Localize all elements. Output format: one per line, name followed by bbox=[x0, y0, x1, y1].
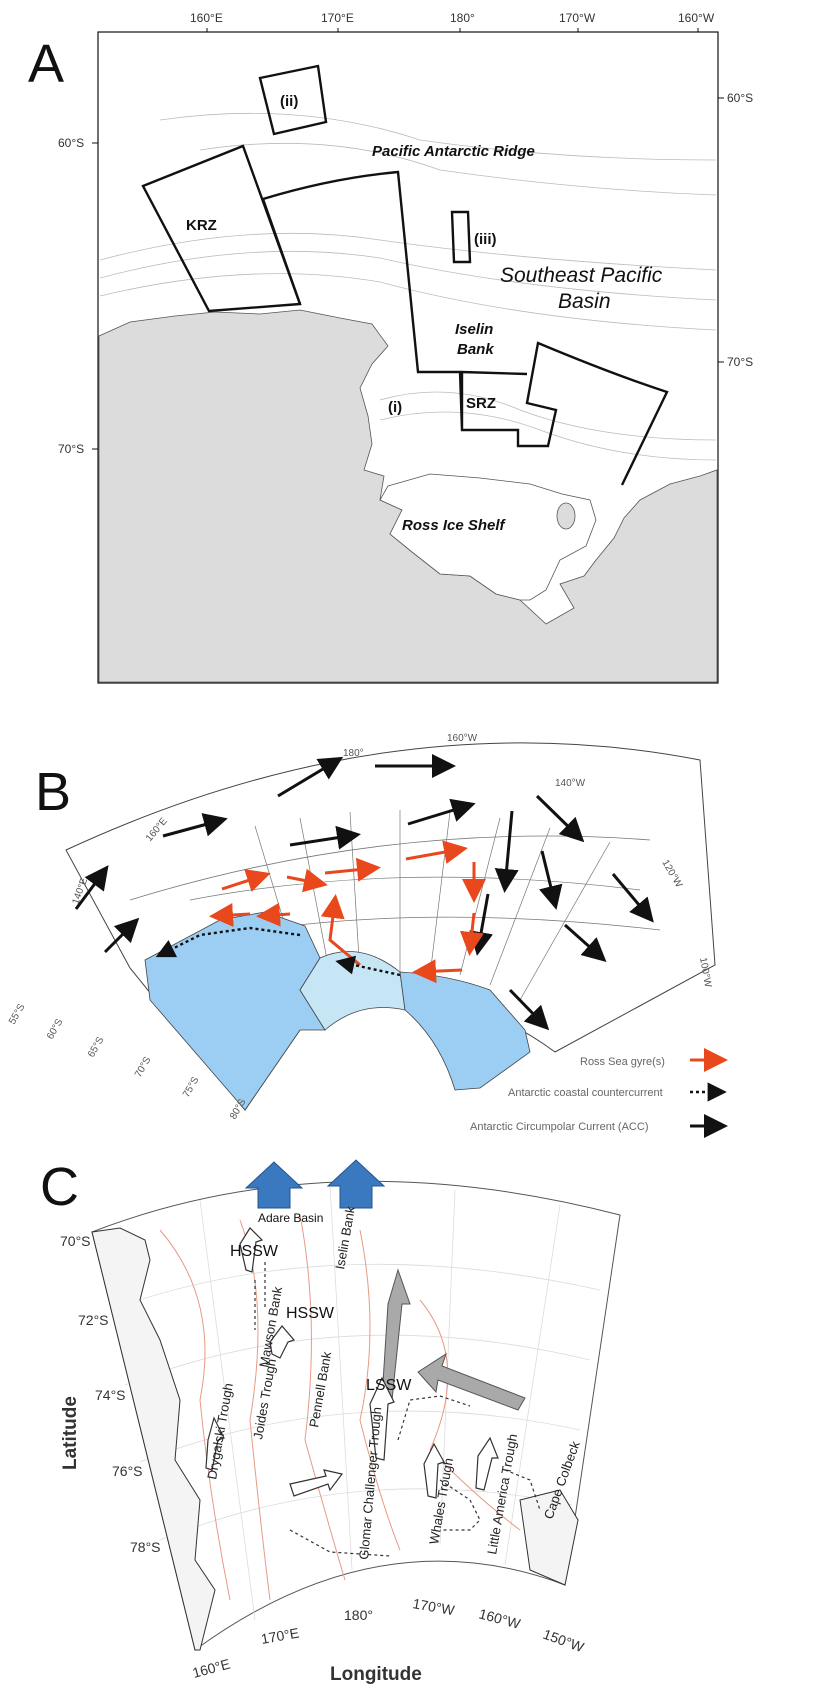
legend-acc-label: Antarctic Circumpolar Current (ACC) bbox=[470, 1121, 648, 1133]
label-hssw-1: HSSW bbox=[230, 1243, 279, 1260]
c-lon-170e: 170°E bbox=[260, 1625, 300, 1647]
lon-tick-180: 180° bbox=[450, 11, 475, 25]
c-hollow-arrows bbox=[205, 1227, 499, 1499]
bathymetry-contours bbox=[99, 112, 717, 461]
b-lon-140e: 140°E bbox=[70, 876, 90, 906]
c-coastline-east bbox=[519, 1489, 579, 1586]
lat-tick-right-60s: 60°S bbox=[727, 91, 753, 105]
c-lat-78s: 78°S bbox=[130, 1539, 161, 1555]
b-lat-55s: 55°S bbox=[7, 1002, 28, 1027]
c-dashed-paths bbox=[254, 1262, 541, 1557]
c-grid bbox=[109, 1184, 601, 1621]
label-pacific-antarctic-ridge: Pacific Antarctic Ridge bbox=[372, 143, 535, 160]
legend-coastal-label: Antarctic coastal countercurrent bbox=[508, 1087, 663, 1099]
panel-a-letter: A bbox=[28, 34, 64, 94]
main-zone-west-edge bbox=[261, 198, 302, 305]
panel-a: A bbox=[28, 11, 753, 684]
b-legend: Ross Sea gyre(s) Antarctic coastal count… bbox=[470, 1048, 728, 1138]
c-ylabel: Latitude bbox=[60, 1396, 81, 1470]
c-lat-74s: 74°S bbox=[95, 1387, 126, 1403]
roosevelt-island bbox=[556, 502, 576, 530]
c-inflow-arrows bbox=[244, 1159, 386, 1209]
ross-ice-shelf bbox=[379, 473, 597, 601]
panel-b: B bbox=[7, 733, 728, 1138]
label-region-iii: (iii) bbox=[474, 231, 497, 248]
c-lon-180: 180° bbox=[344, 1607, 373, 1623]
panel-b-letter: B bbox=[35, 762, 71, 822]
lon-tick-160e: 160°E bbox=[190, 11, 223, 25]
c-lon-160e: 160°E bbox=[191, 1656, 232, 1681]
b-ice-east bbox=[399, 971, 531, 1091]
b-lon-140w: 140°W bbox=[555, 778, 586, 789]
c-lon-160w: 160°W bbox=[477, 1605, 523, 1632]
label-lssw: LSSW bbox=[366, 1377, 412, 1394]
panel-c-letter: C bbox=[40, 1157, 79, 1217]
c-lat-72s: 72°S bbox=[78, 1312, 109, 1328]
region-ii-box bbox=[258, 64, 328, 136]
label-region-ii: (ii) bbox=[280, 93, 298, 110]
b-acc-arrows bbox=[74, 754, 654, 1031]
panel-c-frame bbox=[91, 1180, 621, 1651]
lat-tick-right-70s: 70°S bbox=[727, 355, 753, 369]
label-ross-ice-shelf: Ross Ice Shelf bbox=[402, 517, 507, 534]
label-southeast-pacific: Southeast Pacific bbox=[500, 264, 663, 287]
panel-b-frame bbox=[65, 742, 716, 1111]
label-krz: KRZ bbox=[186, 217, 217, 234]
c-lat-70s: 70°S bbox=[60, 1233, 91, 1249]
c-outflow-arrows bbox=[381, 1268, 526, 1411]
lat-tick-left-60s: 60°S bbox=[58, 136, 84, 150]
c-lat-76s: 76°S bbox=[112, 1463, 143, 1479]
b-lat-70s: 70°S bbox=[133, 1055, 154, 1080]
c-depth-contours bbox=[159, 1214, 521, 1601]
c-xlabel: Longitude bbox=[330, 1664, 422, 1685]
region-iii-box bbox=[450, 210, 472, 264]
lon-tick-160w: 160°W bbox=[678, 11, 715, 25]
b-gyre-arrows bbox=[209, 840, 486, 984]
panel-c: C bbox=[40, 1157, 621, 1685]
b-lat-65s: 65°S bbox=[86, 1035, 107, 1060]
b-lon-100w: 100°W bbox=[697, 957, 713, 989]
b-lon-160w: 160°W bbox=[447, 733, 478, 744]
c-lon-150w: 150°W bbox=[541, 1626, 587, 1656]
b-lat-75s: 75°S bbox=[181, 1075, 202, 1100]
label-region-i: (i) bbox=[388, 399, 402, 416]
lon-tick-170e: 170°E bbox=[321, 11, 354, 25]
label-adare-basin: Adare Basin bbox=[258, 1211, 323, 1225]
label-basin: Basin bbox=[558, 290, 611, 313]
c-lon-170w: 170°W bbox=[411, 1595, 456, 1618]
b-lat-60s: 60°S bbox=[45, 1017, 66, 1042]
b-coastal-arrows bbox=[155, 926, 401, 977]
label-hssw-2: HSSW bbox=[286, 1305, 335, 1322]
label-iselin: Iselin bbox=[455, 321, 493, 338]
legend-gyre-label: Ross Sea gyre(s) bbox=[580, 1056, 665, 1068]
lon-tick-170w: 170°W bbox=[559, 11, 596, 25]
c-coastline-west bbox=[91, 1227, 216, 1651]
main-zone-outline bbox=[262, 170, 669, 486]
b-lon-180: 180° bbox=[343, 748, 364, 759]
label-bank: Bank bbox=[457, 341, 494, 358]
label-srz: SRZ bbox=[466, 395, 496, 412]
lat-tick-left-70s: 70°S bbox=[58, 442, 84, 456]
